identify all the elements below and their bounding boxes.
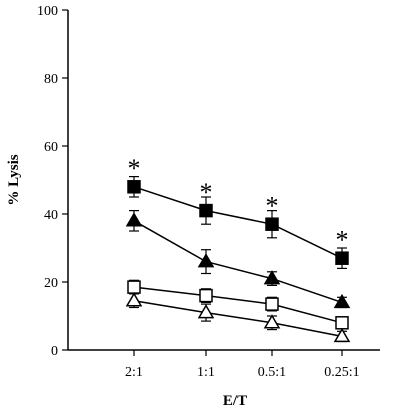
- data-point-square: [127, 280, 141, 294]
- y-tick-label: 100: [37, 4, 58, 19]
- y-tick-label: 80: [44, 72, 58, 87]
- series-filled-square: [127, 176, 349, 269]
- data-point-triangle: [125, 292, 143, 307]
- data-point-triangle: [333, 327, 351, 343]
- x-tick-label: 1:1: [197, 365, 215, 380]
- series-line: [133, 220, 343, 304]
- y-axis-ticks: 0 20 40 60 80 100: [37, 4, 68, 359]
- data-point-triangle: [197, 304, 215, 319]
- significance-asterisk: *: [200, 178, 213, 207]
- data-point-triangle: [263, 314, 281, 329]
- significance-asterisk: *: [336, 225, 349, 254]
- series-line: [133, 186, 343, 259]
- y-tick-label: 60: [44, 140, 58, 155]
- y-tick-label: 0: [51, 344, 58, 359]
- x-tick-label: 2:1: [125, 365, 143, 380]
- x-tick-label: 0.5:1: [258, 365, 286, 380]
- data-point-square: [199, 288, 213, 303]
- y-tick-label: 40: [44, 208, 58, 223]
- significance-asterisk: *: [128, 154, 141, 183]
- y-axis-title: % Lysis: [6, 154, 22, 205]
- data-point-triangle: [197, 253, 215, 268]
- series-open-square: [127, 279, 349, 330]
- annotation-layer: * * * *: [128, 154, 349, 254]
- data-point-square: [265, 297, 279, 311]
- axes: [67, 10, 380, 351]
- series-filled-triangle: [125, 210, 351, 309]
- data-point-square: [199, 203, 213, 218]
- series-line: [133, 286, 343, 324]
- x-axis-ticks: 2:1 1:1 0.5:1 0.25:1: [125, 350, 360, 380]
- series-open-triangle: [125, 292, 351, 343]
- x-axis-title: E/T: [223, 393, 247, 409]
- series-layer: [125, 176, 351, 343]
- data-point-triangle: [263, 270, 281, 285]
- significance-asterisk: *: [266, 191, 279, 220]
- data-point-square: [335, 251, 349, 265]
- data-point-square: [335, 316, 349, 330]
- data-point-triangle: [333, 293, 351, 309]
- y-tick-label: 20: [44, 276, 58, 291]
- x-tick-label: 0.25:1: [324, 365, 359, 380]
- data-point-square: [127, 180, 141, 194]
- data-point-square: [265, 217, 279, 231]
- data-point-triangle: [125, 212, 143, 227]
- series-line: [133, 299, 343, 338]
